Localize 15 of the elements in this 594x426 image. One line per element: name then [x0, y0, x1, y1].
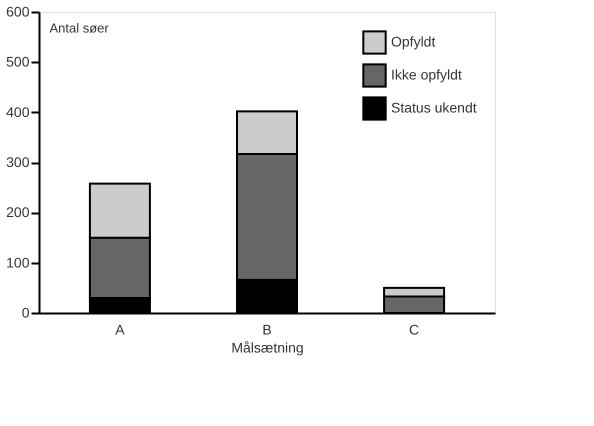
x-axis-title: Målsætning — [231, 340, 304, 356]
y-tick-label: 100 — [6, 254, 30, 270]
x-tick-label: C — [409, 322, 420, 338]
y-tick-label: 600 — [6, 4, 30, 20]
y-tick-label: 500 — [6, 54, 30, 70]
legend-label: Status ukendt — [391, 100, 477, 116]
x-tick-label: B — [262, 322, 272, 338]
legend-label: Ikke opfyldt — [391, 66, 462, 82]
y-tick-label: 200 — [6, 204, 30, 220]
y-axis-title: Antal søer — [50, 20, 110, 36]
x-tick-label: A — [115, 322, 126, 338]
y-tick-label: 300 — [6, 154, 30, 170]
legend-label: Opfyldt — [391, 34, 436, 50]
y-tick-label: 400 — [6, 104, 30, 120]
y-tick-label: 0 — [22, 304, 30, 320]
